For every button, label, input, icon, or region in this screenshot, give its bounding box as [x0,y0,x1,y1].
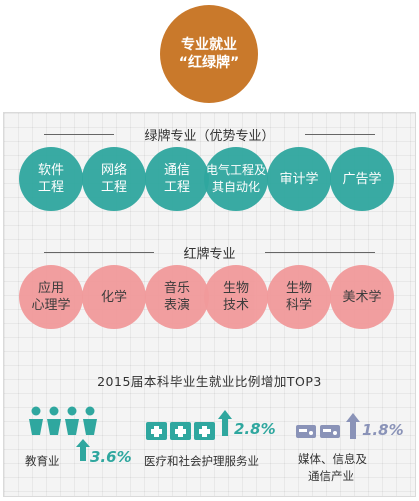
major-line: 表演 [163,298,190,313]
major-line: 化学 [100,289,127,305]
stat-value: 1.8% [362,421,404,439]
major-line: 心理学 [31,298,71,313]
top3-title: 2015届本科毕业生就业比例增加TOP3 [97,374,322,389]
major-line: 音乐 [163,281,190,296]
major-line: 工程 [37,180,64,195]
stat-label: 医疗和社会护理服务业 [144,454,259,468]
red-major-2: 化学 [82,265,146,329]
header-badge: 专业就业 “红绿牌” [160,5,258,103]
major-line: 工程 [163,180,190,195]
red-major-4: 生物 技术 [204,265,268,329]
green-section-title: 绿牌专业（优势专业） [4,125,415,144]
major-line: 软件 [37,163,64,178]
red-section-title: 红牌专业 [4,243,415,262]
medical-kit-icon [146,422,215,440]
major-line: 生物 [285,281,312,296]
major-line: 其自动化 [211,180,260,194]
stat-value: 2.8% [234,420,276,438]
stat-label: 教育业 [25,454,60,468]
major-line: 应用 [37,281,64,296]
green-major-4: 电气工程及 其自动化 [204,147,268,211]
major-line: 美术学 [342,289,382,305]
stat-label-line2: 通信产业 [308,469,354,483]
major-line: 通信 [163,163,190,178]
red-major-5: 生物 科学 [267,265,331,329]
header-subtitle: “红绿牌” [178,55,240,71]
arrow-up-icon [218,410,232,436]
red-major-6: 美术学 [330,265,394,329]
major-line: 审计学 [279,171,319,187]
major-line: 技术 [222,298,249,313]
major-line: 广告学 [342,171,382,187]
green-major-2: 网络 工程 [82,147,146,211]
major-line: 生物 [222,281,249,296]
people-icon [29,406,97,435]
green-major-3: 通信 工程 [145,147,209,211]
red-major-1: 应用 心理学 [19,265,83,329]
arrow-up-icon [76,439,90,461]
major-line: 工程 [100,180,127,195]
stat-label-line1: 媒体、信息及 [298,452,367,466]
media-device-icon [296,425,340,438]
arrow-up-icon [346,413,360,439]
green-major-5: 审计学 [267,147,331,211]
stat-value: 3.6% [90,448,132,466]
content-panel: 绿牌专业（优势专业） 软件 工程 网络 工程 通信 工程 电气工程及 其自动化 审计学 … [3,112,416,497]
green-major-6: 广告学 [330,147,394,211]
green-major-1: 软件 工程 [19,147,83,211]
major-line: 电气工程及 [205,163,266,177]
red-major-3: 音乐 表演 [145,265,209,329]
header-title: 专业就业 [181,37,237,53]
major-line: 科学 [285,298,312,313]
major-line: 网络 [100,163,127,178]
